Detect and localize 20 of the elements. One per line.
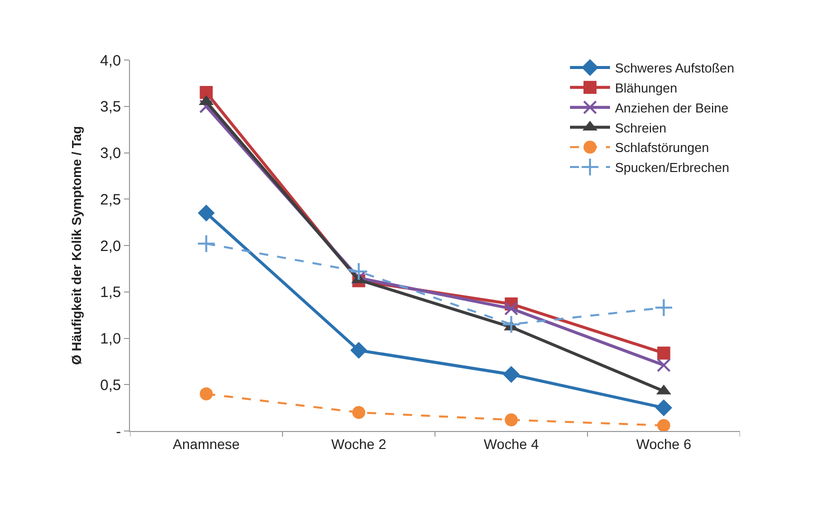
- legend-label: Blähungen: [615, 80, 678, 96]
- y-tick-label: 3,0: [100, 145, 121, 162]
- y-tick-label: 2,0: [100, 238, 121, 255]
- y-tick-label: -: [116, 423, 121, 440]
- x-tick-label: Woche 4: [484, 436, 539, 452]
- legend-label: Schlafstörungen: [615, 140, 709, 156]
- y-tick-label: 0,5: [100, 376, 121, 394]
- y-tick-label: 4,0: [100, 52, 121, 70]
- legend-label: Anziehen der Beine: [615, 100, 728, 116]
- y-axis-title: Ø Häufigkeit der Kolik Symptome / Tag: [69, 126, 84, 365]
- x-tick-label: Anamnese: [172, 436, 240, 452]
- y-tick-label: 1,5: [100, 284, 121, 302]
- x-tick-label: Woche 2: [331, 436, 386, 452]
- x-tick-label: Woche 6: [636, 436, 692, 452]
- y-tick-label: 1,0: [100, 330, 121, 348]
- legend-label: Schweres Aufstoßen: [615, 60, 734, 76]
- legend-label: Schreien: [615, 120, 666, 136]
- y-tick-label: 3,5: [100, 98, 121, 116]
- legend-label: Spucken/Erbrechen: [615, 160, 730, 176]
- y-tick-label: 2,5: [100, 191, 121, 208]
